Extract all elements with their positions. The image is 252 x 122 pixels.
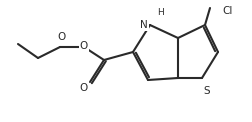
Text: H: H: [157, 8, 164, 17]
Text: S: S: [204, 86, 210, 96]
Text: Cl: Cl: [222, 6, 232, 16]
Text: O: O: [80, 41, 88, 51]
Text: O: O: [80, 83, 88, 93]
Text: O: O: [57, 32, 65, 42]
Text: N: N: [140, 20, 148, 30]
